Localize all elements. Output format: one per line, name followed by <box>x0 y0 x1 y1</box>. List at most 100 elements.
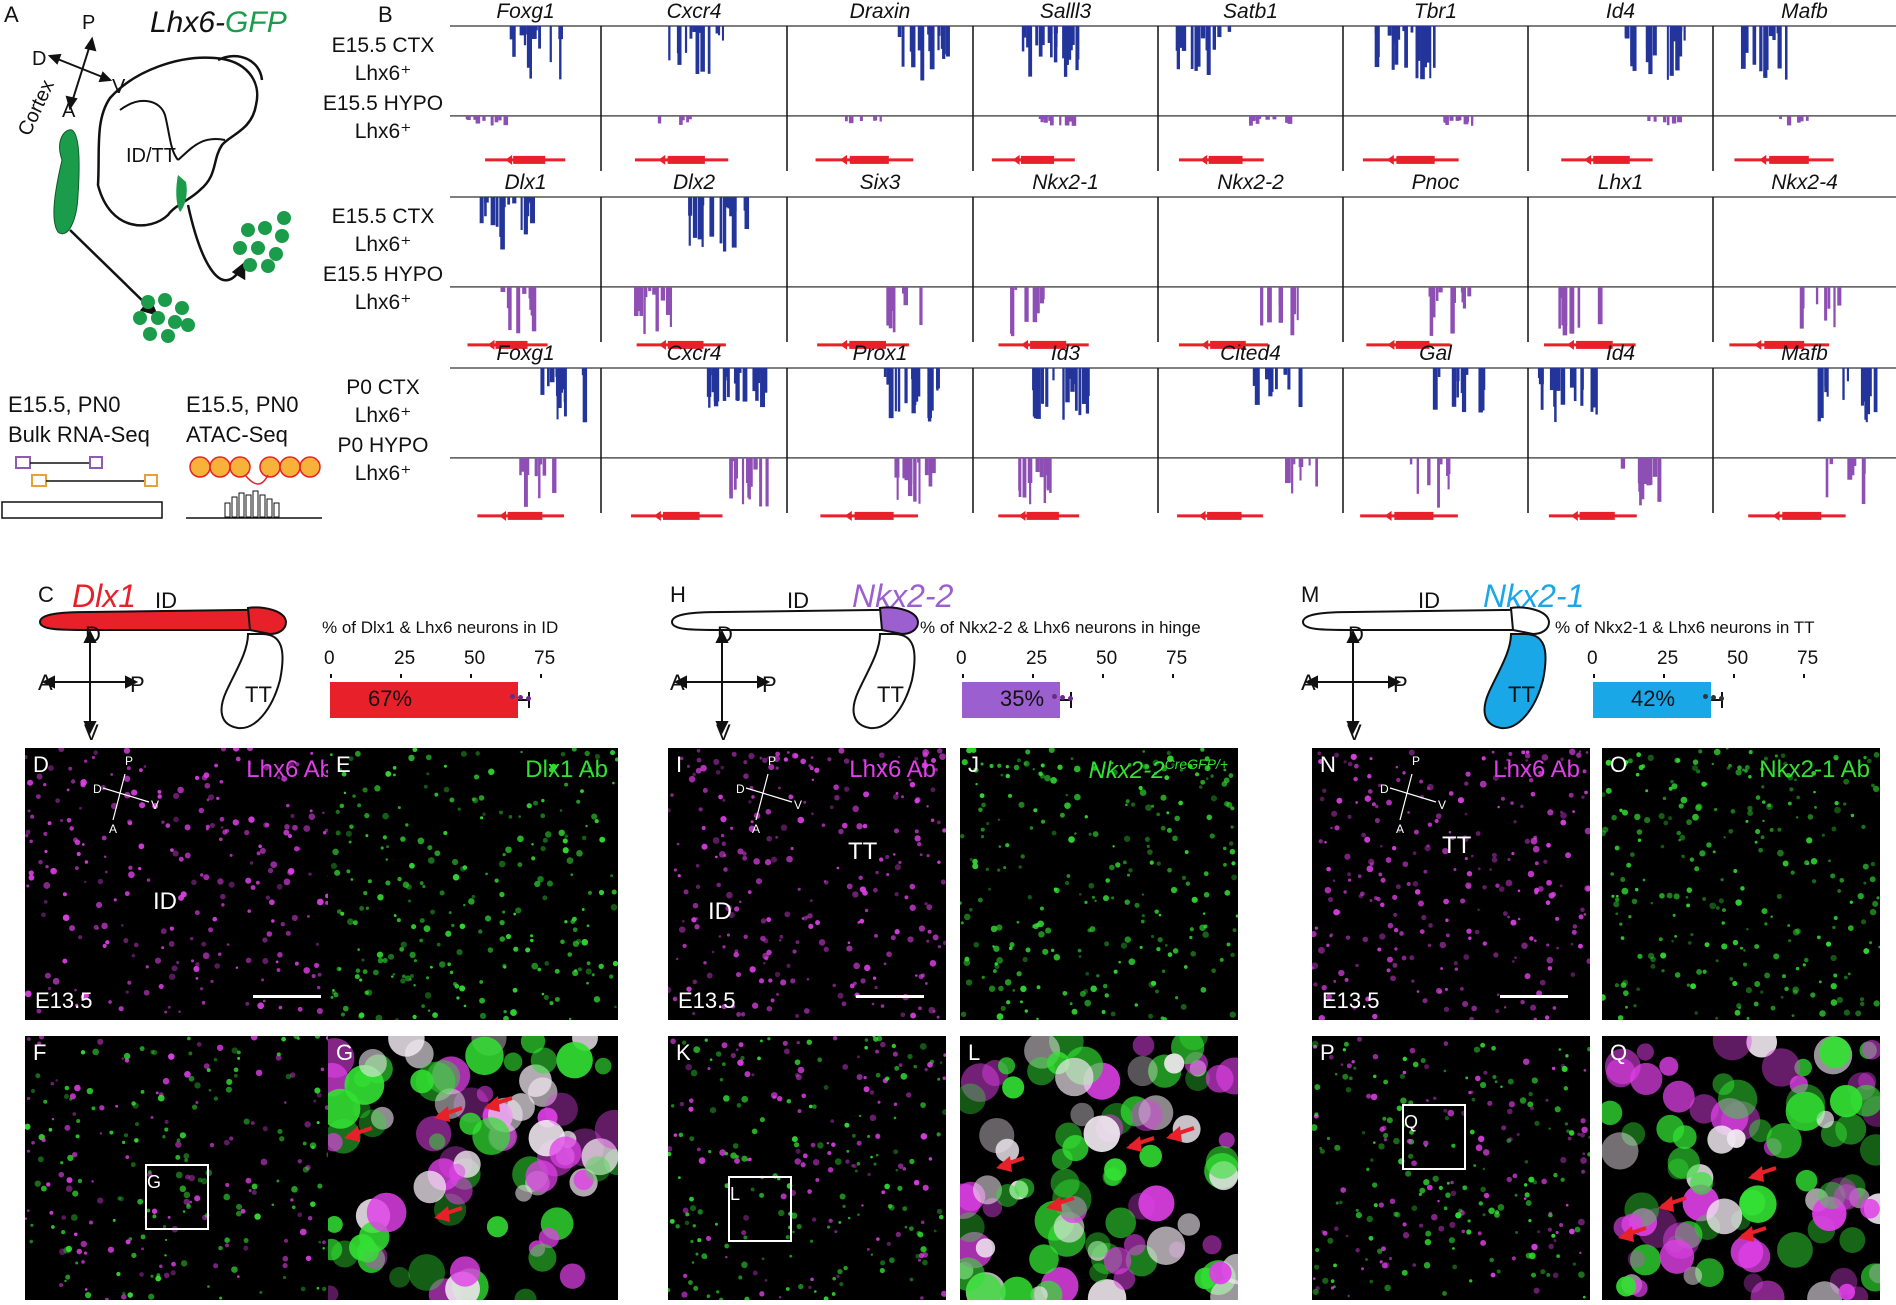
track-row-label-line: Lhx6⁺ <box>354 462 412 485</box>
ctx-peak <box>1045 368 1049 407</box>
hypo-peak <box>1267 286 1272 323</box>
gene-label: Nkx2-2 <box>1217 171 1284 194</box>
arrow-icon <box>484 1096 513 1112</box>
hypo-peak <box>891 286 894 312</box>
hypo-peak <box>1255 115 1260 124</box>
hypo-peak <box>1315 457 1318 487</box>
axis-v-label: V <box>84 720 99 745</box>
hypo-peak <box>1022 457 1027 498</box>
hypo-peak <box>1446 457 1450 476</box>
gene-label: Id4 <box>1605 0 1636 23</box>
ctx-peak <box>1426 26 1432 63</box>
stain-label: Lhx6 Ab <box>1493 756 1580 783</box>
gene-exon <box>495 340 528 349</box>
gene-label: Dlx1 <box>504 171 547 194</box>
hypo-peak <box>888 286 893 329</box>
ctx-peak <box>1645 26 1650 49</box>
ctx-peak <box>1432 368 1438 410</box>
hypo-peak <box>687 115 692 120</box>
ctx-peak <box>722 197 727 252</box>
ctx-peak <box>910 26 915 37</box>
hypo-peak <box>500 286 506 293</box>
arrow-markers <box>1618 1166 1777 1242</box>
ctx-peak <box>1049 26 1053 58</box>
ctx-peak <box>700 197 705 206</box>
seq-schematic <box>1 456 322 519</box>
orientation-axes <box>1389 773 1437 821</box>
track-row-label-line: P0 CTX <box>346 376 420 399</box>
hypo-peak <box>1296 286 1299 321</box>
hypo-peak <box>1043 457 1047 504</box>
axis-a-label: A <box>1396 822 1405 836</box>
arrow-markers <box>344 1096 513 1222</box>
gene-exon <box>1026 511 1059 520</box>
gene-label: Lhx1 <box>1597 171 1644 194</box>
hypo-peak <box>1435 286 1439 301</box>
bulk-stage-label: E15.5, PN0 <box>8 392 121 417</box>
ctx-peak <box>1675 26 1680 71</box>
data-point <box>509 694 515 699</box>
ctx-peak <box>677 26 682 65</box>
ctx-peak <box>1070 26 1073 51</box>
hypo-peak <box>1463 115 1469 125</box>
hypo-peak <box>1428 286 1431 297</box>
hypo-peak <box>686 115 689 123</box>
ctx-peak <box>1205 26 1210 51</box>
hypo-peak <box>1427 457 1431 486</box>
ctx-peak <box>744 197 750 229</box>
micrograph-texture <box>25 748 343 1017</box>
ctx-peak <box>927 368 932 422</box>
gene-exon <box>1396 155 1435 164</box>
ctx-peak <box>1631 26 1636 44</box>
bar-tick-label: 25 <box>394 648 416 669</box>
hypo-peak <box>1797 115 1801 123</box>
data-point <box>1718 696 1724 701</box>
zoom-box <box>145 1164 209 1230</box>
hypo-peak <box>735 457 739 479</box>
ctx-peak <box>1630 26 1633 67</box>
gene-strand-arrow <box>658 154 666 165</box>
bulk-label: Bulk RNA-Seq <box>8 422 150 447</box>
ctx-peak <box>1624 26 1630 39</box>
gene-label: Gal <box>1419 342 1452 365</box>
data-point <box>1710 695 1716 700</box>
gene-label: Nkx2-1 <box>1032 171 1099 194</box>
axis-p-label: P <box>125 754 134 768</box>
data-point <box>1068 696 1073 701</box>
ctx-peak <box>1666 26 1669 80</box>
ctx-peak <box>1375 26 1380 58</box>
hypo-peak <box>1646 457 1651 486</box>
zoom-box-label: G <box>147 1172 162 1192</box>
bar-tick-label: 50 <box>1727 648 1749 669</box>
hypo-peak <box>892 286 896 333</box>
hypo-peak <box>903 286 908 306</box>
hypo-peak <box>1291 286 1297 315</box>
arrow-icon <box>996 1156 1025 1172</box>
track-row-label-line: Lhx6⁺ <box>354 120 412 143</box>
ctx-peak <box>743 197 748 211</box>
ctx-peak <box>523 26 527 46</box>
ctx-peak <box>1866 368 1871 415</box>
panel-letter-o: O <box>1610 752 1628 777</box>
ctx-peak <box>495 197 499 227</box>
stain-label: Dlx1 Ab <box>525 756 608 783</box>
hypo-peak <box>1849 457 1855 476</box>
region-label: TT <box>848 838 878 865</box>
micrograph-panel-j: J Nkx2-2CreGFP/+ <box>960 748 1238 1020</box>
hypo-peak <box>522 286 527 294</box>
hypo-peak <box>886 286 891 326</box>
axis-d-label: D <box>1348 622 1364 647</box>
ctx-peak <box>937 26 940 51</box>
ctx-peak <box>525 197 530 217</box>
hypo-peak <box>729 457 733 495</box>
gene-strand-arrow <box>1021 339 1029 350</box>
track-row-label: E15.5 HYPO Lhx6⁺ <box>318 261 448 317</box>
ctx-peak <box>1387 26 1392 36</box>
zoom-box-label: Q <box>1404 1112 1419 1132</box>
hypo-peak <box>1829 457 1834 465</box>
hypo-peak <box>516 286 521 334</box>
ctx-peak <box>1194 26 1198 71</box>
hypo-peak <box>1059 115 1062 126</box>
panel-letter-d: D <box>33 752 49 777</box>
